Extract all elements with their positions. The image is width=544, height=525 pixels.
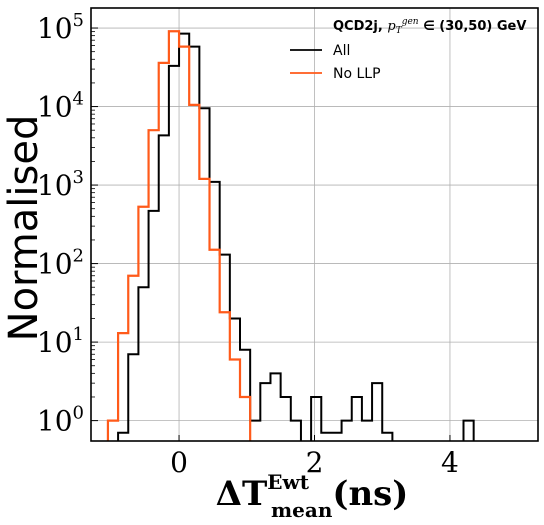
series-all (117, 32, 475, 441)
axis-ticks: 0 2 4 100 101 102 103 104 105 (37, 10, 459, 479)
histogram-bin (108, 421, 118, 441)
histogram-bin (250, 421, 260, 441)
histogram-bin (240, 397, 250, 441)
histogram-bin (362, 421, 372, 441)
histogram-bin (230, 360, 240, 441)
histogram-bin (128, 354, 138, 441)
histogram-bin (342, 421, 352, 441)
histogram-bin (118, 333, 128, 441)
histogram-bin (464, 421, 474, 441)
y-tick-label: 104 (37, 89, 84, 124)
histogram-bin (372, 383, 382, 441)
histogram-bin (199, 179, 209, 441)
grid (91, 8, 538, 441)
series-layer (106, 30, 475, 441)
y-tick-label: 103 (37, 167, 84, 202)
histogram-bin (382, 433, 392, 441)
histogram-bin (210, 250, 220, 441)
y-tick-label: 100 (37, 403, 84, 438)
histogram-bin (240, 350, 250, 441)
legend-label-no-llp: No LLP (333, 66, 381, 82)
histogram-bin (179, 34, 189, 441)
histogram-bin (149, 130, 159, 441)
series-outline (106, 30, 252, 441)
histogram-bin (138, 287, 148, 441)
histogram-bin (210, 182, 220, 441)
histogram-bin (220, 312, 230, 441)
histogram-bin (331, 433, 341, 441)
histogram-bin (169, 66, 179, 441)
histogram-bin (128, 276, 138, 441)
y-axis-label: Normalised (1, 115, 47, 342)
histogram-bin (230, 318, 240, 441)
y-tick-label: 105 (37, 10, 84, 45)
histogram-bin (291, 421, 301, 441)
histogram-bin (311, 397, 321, 441)
x-tick-label: 4 (441, 446, 459, 479)
histogram-bin (118, 433, 128, 441)
histogram-bin (199, 108, 209, 441)
legend: All No LLP (290, 43, 381, 82)
histogram-bin (270, 373, 280, 441)
x-tick-label: 0 (170, 446, 188, 479)
histogram-bin (220, 255, 230, 441)
x-tick-label: 2 (306, 446, 324, 479)
series-outline (117, 32, 475, 441)
x-axis-label: ΔTEwt mean(ns) (216, 470, 409, 522)
histogram-bin (149, 211, 159, 441)
histogram-bin (189, 105, 199, 441)
histogram-bin (352, 397, 362, 441)
histogram-bin (159, 135, 169, 441)
histogram-bin (260, 383, 270, 441)
legend-label-all: All (333, 43, 350, 59)
histogram-bin (321, 433, 331, 441)
histogram-bin (281, 397, 291, 441)
y-tick-label: 102 (37, 246, 84, 281)
histogram-bin (159, 63, 169, 441)
histogram-bin (169, 31, 179, 441)
series-no-llp (106, 30, 252, 441)
histogram-bin (179, 47, 189, 441)
histogram-bin (138, 207, 148, 441)
y-tick-label: 101 (37, 324, 84, 359)
chart-annotation: QCD2j, pTgen ∈ (30,50) GeV (333, 17, 526, 36)
